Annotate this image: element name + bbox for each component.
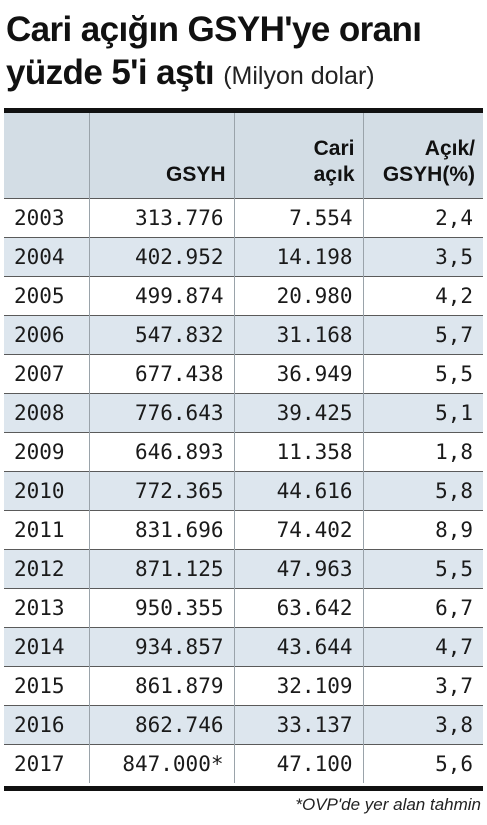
cell-year: 2008 <box>4 393 89 433</box>
bottom-rule <box>4 786 483 791</box>
cell-year: 2010 <box>4 471 89 511</box>
headline: Cari açığın GSYH'ye oranı yüzde 5'i aştı… <box>6 8 484 98</box>
header-year <box>4 113 89 199</box>
header-deficit-line2: açık <box>313 163 355 186</box>
cell-year: 2012 <box>4 549 89 589</box>
cell-deficit: 39.425 <box>233 393 363 433</box>
cell-gdp: 871.125 <box>88 549 234 589</box>
cell-gdp: 499.874 <box>88 276 234 316</box>
cell-ratio: 2,4 <box>362 198 483 238</box>
cell-ratio: 5,1 <box>362 393 483 433</box>
unit-note: (Milyon dolar) <box>223 62 375 90</box>
cell-deficit: 32.109 <box>233 666 363 706</box>
cell-ratio: 3,8 <box>362 705 483 745</box>
table-row: 2007 677.438 36.949 5,5 <box>4 354 483 394</box>
cell-gdp: 313.776 <box>88 198 234 238</box>
header-row: GSYH Cari açık Açık/GSYH(%) <box>4 113 483 199</box>
cell-deficit: 36.949 <box>233 354 363 394</box>
table-row: 2013 950.355 63.642 6,7 <box>4 588 483 628</box>
table-row: 2008 776.643 39.425 5,1 <box>4 393 483 433</box>
cell-year: 2004 <box>4 237 89 277</box>
cell-ratio: 5,5 <box>362 549 483 589</box>
cell-gdp: 772.365 <box>88 471 234 511</box>
cell-ratio: 6,7 <box>362 588 483 628</box>
table-body: 2003 313.776 7.554 2,4 2004 402.952 14.198 3,5 2… <box>4 198 483 783</box>
cell-deficit: 43.644 <box>233 627 363 667</box>
cell-year: 2007 <box>4 354 89 394</box>
cell-gdp: 402.952 <box>88 237 234 277</box>
cell-ratio: 8,9 <box>362 510 483 550</box>
header-gdp: GSYH <box>88 113 234 199</box>
cell-ratio: 4,2 <box>362 276 483 316</box>
cell-ratio: 1,8 <box>362 432 483 472</box>
cell-deficit: 33.137 <box>233 705 363 745</box>
cell-ratio: 3,5 <box>362 237 483 277</box>
cell-gdp: 847.000* <box>88 744 234 783</box>
cell-deficit: 7.554 <box>233 198 363 238</box>
cell-year: 2003 <box>4 198 89 238</box>
data-table: GSYH Cari açık Açık/GSYH(%) 2003 313.776 7.… <box>4 113 483 783</box>
cell-gdp: 776.643 <box>88 393 234 433</box>
cell-year: 2005 <box>4 276 89 316</box>
cell-deficit: 47.963 <box>233 549 363 589</box>
cell-gdp: 862.746 <box>88 705 234 745</box>
cell-deficit: 74.402 <box>233 510 363 550</box>
cell-ratio: 5,8 <box>362 471 483 511</box>
header-ratio: Açık/GSYH(%) <box>362 113 483 199</box>
cell-year: 2014 <box>4 627 89 667</box>
table-row: 2012 871.125 47.963 5,5 <box>4 549 483 589</box>
header-ratio-line2: GSYH(%) <box>382 163 475 186</box>
cell-year: 2017 <box>4 744 89 783</box>
table-row: 2005 499.874 20.980 4,2 <box>4 276 483 316</box>
table-row: 2006 547.832 31.168 5,7 <box>4 315 483 355</box>
cell-year: 2009 <box>4 432 89 472</box>
cell-year: 2011 <box>4 510 89 550</box>
cell-ratio: 5,5 <box>362 354 483 394</box>
top-rule <box>4 108 483 113</box>
table-row: 2016 862.746 33.137 3,8 <box>4 705 483 745</box>
cell-deficit: 14.198 <box>233 237 363 277</box>
header-deficit: Cari açık <box>233 113 363 199</box>
cell-gdp: 646.893 <box>88 432 234 472</box>
table-row: 2004 402.952 14.198 3,5 <box>4 237 483 277</box>
cell-gdp: 547.832 <box>88 315 234 355</box>
table-row: 2015 861.879 32.109 3,7 <box>4 666 483 706</box>
table-row: 2011 831.696 74.402 8,9 <box>4 510 483 550</box>
cell-gdp: 831.696 <box>88 510 234 550</box>
table-row: 2010 772.365 44.616 5,8 <box>4 471 483 511</box>
table-row: 2017 847.000* 47.100 5,6 <box>4 744 483 783</box>
cell-ratio: 3,7 <box>362 666 483 706</box>
cell-gdp: 950.355 <box>88 588 234 628</box>
cell-year: 2013 <box>4 588 89 628</box>
cell-year: 2006 <box>4 315 89 355</box>
header-ratio-line1: Açık/ <box>424 137 475 160</box>
cell-ratio: 5,7 <box>362 315 483 355</box>
cell-deficit: 47.100 <box>233 744 363 783</box>
cell-gdp: 677.438 <box>88 354 234 394</box>
header-deficit-line1: Cari <box>313 137 355 160</box>
footnote: *OVP'de yer alan tahmin <box>295 795 481 814</box>
header-gdp-label: GSYH <box>165 163 226 186</box>
cell-year: 2015 <box>4 666 89 706</box>
table-row: 2003 313.776 7.554 2,4 <box>4 198 483 238</box>
cell-deficit: 44.616 <box>233 471 363 511</box>
table-row: 2014 934.857 43.644 4,7 <box>4 627 483 667</box>
cell-deficit: 63.642 <box>233 588 363 628</box>
cell-deficit: 20.980 <box>233 276 363 316</box>
cell-year: 2016 <box>4 705 89 745</box>
headline-title: Cari açığın GSYH'ye oranı yüzde 5'i aştı <box>6 10 422 92</box>
cell-ratio: 4,7 <box>362 627 483 667</box>
cell-gdp: 934.857 <box>88 627 234 667</box>
cell-deficit: 31.168 <box>233 315 363 355</box>
cell-deficit: 11.358 <box>233 432 363 472</box>
cell-ratio: 5,6 <box>362 744 483 783</box>
table-row: 2009 646.893 11.358 1,8 <box>4 432 483 472</box>
cell-gdp: 861.879 <box>88 666 234 706</box>
